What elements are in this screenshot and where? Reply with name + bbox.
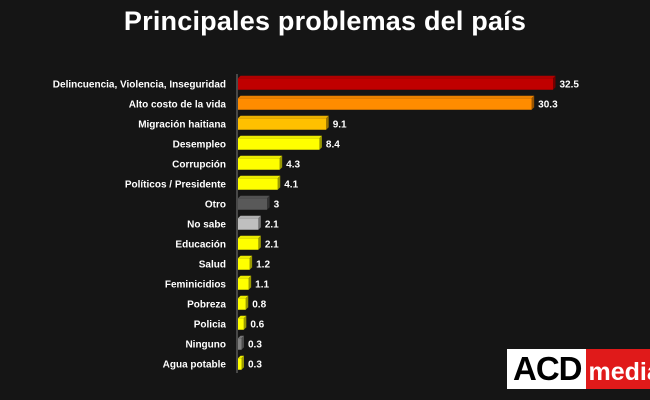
bar (238, 198, 268, 210)
logo-media-text: media (585, 349, 650, 389)
data-label: 9.1 (333, 120, 347, 131)
bar (238, 218, 259, 230)
bar-top-face (238, 175, 281, 179)
data-label: 1.1 (255, 280, 269, 291)
category-label: Ninguno (185, 340, 226, 351)
data-label: 0.6 (250, 320, 264, 331)
bar-side-face (277, 175, 281, 190)
category-label: Feminicidios (165, 280, 227, 291)
data-label: 32.5 (560, 80, 580, 91)
category-label: Pobreza (187, 300, 226, 311)
bar (238, 258, 250, 270)
bar (238, 298, 246, 310)
bar-top-face (238, 335, 244, 339)
logo-acd-text: ACD (507, 349, 586, 389)
category-label: Educación (175, 240, 226, 251)
data-label: 30.3 (538, 100, 558, 111)
bar (238, 98, 532, 110)
bar-top-face (238, 295, 249, 299)
data-label: 2.1 (265, 220, 279, 231)
bar-side-face (531, 95, 535, 110)
bar-side-face (241, 355, 244, 370)
bar (238, 278, 249, 290)
bar-top-face (238, 195, 270, 199)
bar (238, 358, 242, 370)
category-label: No sabe (187, 220, 226, 231)
bar-side-face (319, 135, 322, 150)
bar-side-face (243, 315, 247, 330)
bar (238, 338, 242, 350)
bar (238, 78, 553, 90)
plot-area: Delincuencia, Violencia, Inseguridad 32.5… (53, 74, 580, 373)
bar-top-face (238, 235, 261, 239)
bar-top-face (238, 255, 253, 259)
chart-title: Principales problemas del país (123, 6, 527, 36)
data-label: 0.3 (248, 360, 262, 371)
bar (238, 178, 278, 190)
category-label: Migración haitiana (138, 120, 226, 131)
bar-side-face (326, 115, 329, 130)
bar (238, 238, 259, 250)
bar (238, 138, 320, 150)
category-label: Otro (205, 200, 226, 211)
bar (238, 118, 327, 130)
category-label: Agua potable (163, 360, 227, 371)
bar-top-face (238, 115, 329, 119)
bar-side-face (258, 215, 261, 230)
bar-side-face (553, 75, 556, 90)
bar-top-face (238, 95, 535, 99)
bar-top-face (238, 215, 261, 219)
data-label: 4.3 (286, 160, 300, 171)
data-label: 3 (274, 200, 280, 211)
data-label: 1.2 (256, 260, 270, 271)
category-label: Corrupción (172, 160, 226, 171)
category-label: Desempleo (173, 140, 226, 151)
data-label: 8.4 (326, 140, 340, 151)
bar-top-face (238, 315, 247, 319)
category-label: Políticos / Presidente (125, 180, 227, 191)
category-label: Alto costo de la vida (129, 100, 227, 111)
bar (238, 318, 244, 330)
bar-side-face (258, 235, 261, 250)
bar-top-face (238, 275, 252, 279)
bar-top-face (238, 75, 556, 79)
bar-top-face (238, 135, 322, 139)
data-label: 0.8 (252, 300, 266, 311)
bar-side-face (279, 155, 283, 170)
category-label: Salud (199, 260, 226, 271)
bar-side-face (248, 275, 252, 290)
bar-side-face (267, 195, 270, 210)
acd-media-logo: ACD media (507, 349, 650, 389)
bar-top-face (238, 355, 244, 359)
bar-side-face (245, 295, 249, 310)
bar (238, 158, 280, 170)
data-label: 0.3 (248, 340, 262, 351)
bar-side-face (241, 335, 244, 350)
data-label: 2.1 (265, 240, 279, 251)
category-label: Policia (194, 320, 227, 331)
data-label: 4.1 (284, 180, 298, 191)
bar-top-face (238, 155, 283, 159)
bar-side-face (249, 255, 253, 270)
category-label: Delincuencia, Violencia, Inseguridad (53, 80, 226, 91)
